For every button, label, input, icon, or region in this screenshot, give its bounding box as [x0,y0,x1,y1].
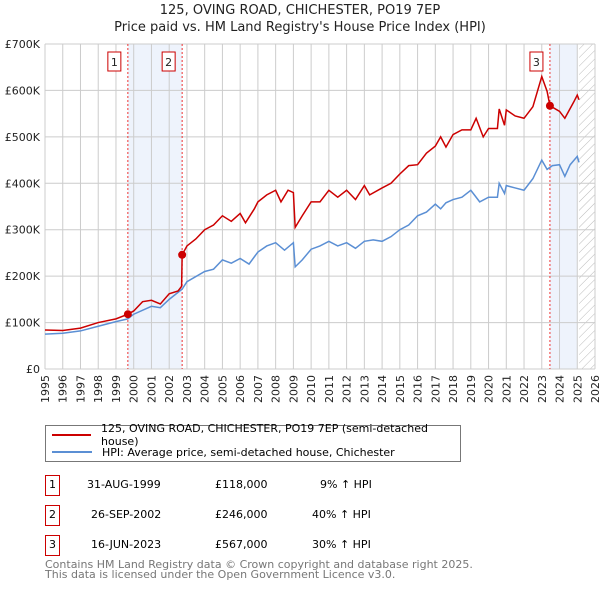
sale-marker-box [529,51,544,72]
sale-row: 3 16-JUN-2023 £567,000 30% ↑ HPI [45,535,465,556]
sale-hpi: 30% ↑ HPI [312,538,371,551]
chart-subtitle: Price paid vs. HM Land Registry's House … [114,20,486,35]
x-tick-label: 1999 [110,375,123,403]
x-tick-label: 2004 [199,375,212,403]
x-tick-label: 1995 [39,375,52,403]
x-tick-label: 2009 [287,375,300,403]
x-tick-label: 2003 [181,375,194,403]
sale-hpi: 9% ↑ HPI [320,478,372,491]
x-tick-label: 2000 [128,375,141,403]
sale-price: £118,000 [215,478,268,491]
y-tick-label: £300K [5,224,41,237]
sale-hpi: 40% ↑ HPI [312,508,371,521]
sale-point [123,310,132,319]
x-tick-label: 2026 [589,375,600,403]
legend-item-property: 125, OVING ROAD, CHICHESTER, PO19 7EP (s… [52,422,460,448]
x-tick-label: 2002 [163,375,176,403]
chart-title: 125, OVING ROAD, CHICHESTER, PO19 7EP [159,3,441,18]
x-tick-label: 2019 [465,375,478,403]
sale-price: £246,000 [215,508,268,521]
sale-marker-box [107,51,122,72]
sale-marker-label: 3 [533,56,540,69]
legend: 125, OVING ROAD, CHICHESTER, PO19 7EP (s… [45,422,461,462]
x-tick-label: 2023 [536,375,549,403]
footer-copyright: Contains HM Land Registry data © Crown c… [45,558,473,571]
x-tick-label: 2016 [412,375,425,403]
x-tick-label: 2024 [554,375,567,403]
sale-period-shade [127,44,183,369]
sale-date: 16-JUN-2023 [91,538,162,551]
sale-marker-label: 1 [111,56,118,69]
sale-point [545,101,554,110]
x-tick-label: 2007 [252,375,265,403]
x-tick-label: 2021 [500,375,513,403]
x-tick-label: 2025 [571,375,584,403]
sale-point [178,250,187,259]
x-tick-label: 2001 [145,375,158,403]
footer-licence: This data is licensed under the Open Gov… [45,568,396,581]
plot-area: 1995 1996 1997 1998 1999 2000 2001 2002 2003 2004… [5,38,600,403]
sale-row: 1 31-AUG-1999 £118,000 9% ↑ HPI [45,475,465,496]
x-tick-label: 2020 [483,375,496,403]
legend-swatch-blue [52,451,92,453]
sale-row: 2 26-SEP-2002 £246,000 40% ↑ HPI [45,505,465,526]
x-tick-label: 2013 [358,375,371,403]
sale-date: 31-AUG-1999 [87,478,161,491]
legend-swatch-red [52,434,92,436]
x-tick-label: 2006 [234,375,247,403]
x-tick-label: 2011 [323,375,336,403]
footer: Contains HM Land Registry data © Crown c… [45,558,473,581]
sale-price: £567,000 [215,538,268,551]
x-tick-label: 2008 [270,375,283,403]
forecast-hatch [579,44,595,369]
x-tick-label: 1997 [74,375,87,403]
legend-label: 125, OVING ROAD, CHICHESTER, PO19 7EP (s… [101,422,428,448]
y-tick-label: £200K [5,270,41,283]
y-tick-label: £0 [26,363,40,376]
x-tick-label: 2022 [518,375,531,403]
legend-item-hpi: HPI: Average price, semi-detached house,… [52,444,395,460]
x-tick-label: 2015 [394,375,407,403]
x-tick-label: 2014 [376,375,389,403]
y-tick-label: £100K [5,317,41,330]
sale-marker-label: 3 [45,535,60,556]
sale-date: 26-SEP-2002 [91,508,162,521]
sale-marker-box [161,51,176,72]
y-tick-label: £600K [5,84,41,97]
x-tick-label: 2005 [216,375,229,403]
legend-label: HPI: Average price, semi-detached house,… [102,445,395,459]
series-line [44,154,580,335]
sale-marker-label: 1 [45,475,60,496]
x-tick-label: 2010 [305,375,318,403]
y-tick-label: £400K [5,177,41,190]
x-tick-label: 1998 [92,375,105,403]
series-line [44,74,580,332]
x-tick-label: 2018 [447,375,460,403]
sale-marker-label: 2 [165,56,172,69]
x-tick-label: 2017 [429,375,442,403]
y-tick-label: £500K [5,131,41,144]
x-tick-label: 1996 [57,375,70,403]
sale-marker-label: 2 [45,505,60,526]
sale-period-shade [549,44,578,369]
y-tick-label: £700K [5,38,41,51]
x-tick-label: 2012 [341,375,354,403]
